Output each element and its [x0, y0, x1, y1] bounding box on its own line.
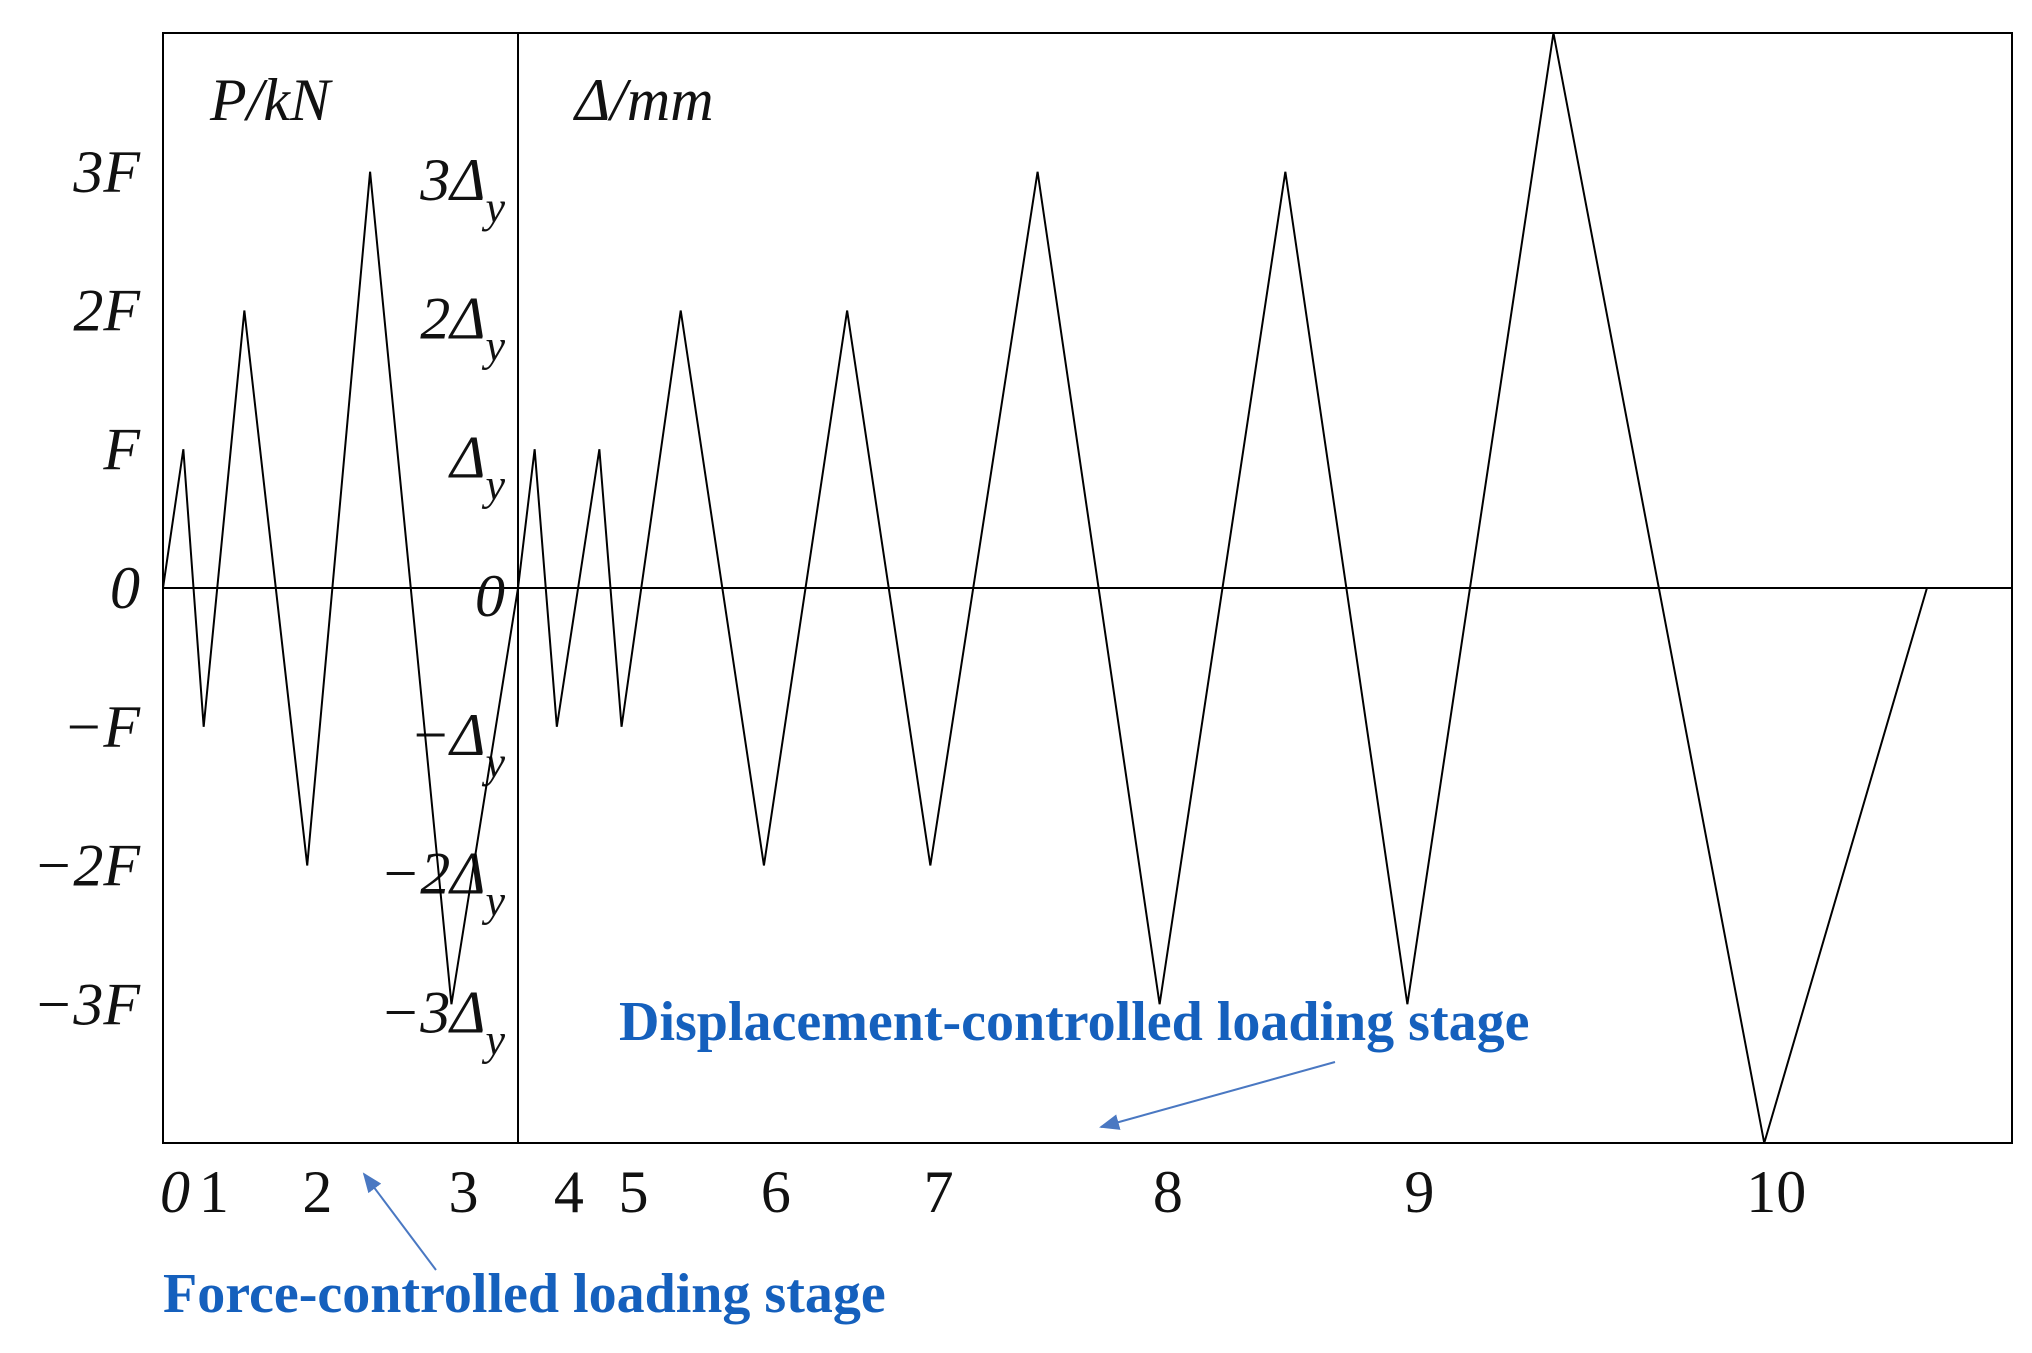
- x-tick-label: 5: [619, 1159, 649, 1225]
- y2-tick-main: 0: [475, 563, 505, 629]
- y2-tick-label: 3Δy: [419, 147, 505, 232]
- y2-tick-label: 2Δy: [420, 286, 505, 371]
- annotation: Force-controlled loading stage: [163, 1263, 886, 1325]
- y-tick-label: −3F: [33, 971, 141, 1037]
- y2-tick-main: −3Δ: [380, 979, 486, 1045]
- x-tick-label: 6: [761, 1159, 791, 1225]
- y2-tick-main: 3Δ: [419, 147, 485, 213]
- x-tick-label: 3: [448, 1159, 478, 1225]
- y2-tick-main: 2Δ: [420, 286, 485, 352]
- annotation: Displacement-controlled loading stage: [619, 991, 1529, 1053]
- y2-tick-sub: y: [481, 183, 505, 232]
- y2-tick-sub: y: [481, 460, 505, 509]
- x-tick-label: 7: [924, 1159, 954, 1225]
- x-tick-label: 10: [1746, 1159, 1806, 1225]
- x-tick-label: 4: [554, 1159, 584, 1225]
- x-tick-label: 9: [1404, 1159, 1434, 1225]
- y-tick-label: −2F: [33, 833, 141, 899]
- y2-tick-sub: y: [481, 322, 505, 371]
- x-tick-label: 8: [1153, 1159, 1183, 1225]
- y2-tick-label: 0: [475, 563, 505, 629]
- y-tick-label: 2F: [73, 278, 141, 344]
- series-line: [162, 32, 1928, 1144]
- y-tick-label: 3F: [72, 139, 141, 205]
- x-tick-label: 2: [302, 1159, 332, 1225]
- y2-tick-main: −Δ: [410, 702, 486, 768]
- y2-tick-label: Δy: [448, 424, 505, 509]
- annotation-arrow: [362, 1172, 437, 1271]
- y2-tick-label: −3Δy: [380, 979, 506, 1064]
- y-tick-label: −F: [63, 694, 141, 760]
- y2-tick-main: Δ: [448, 424, 485, 490]
- y-axis-label: P/kN: [209, 67, 333, 133]
- y2-axis-label: Δ/mm: [573, 67, 714, 133]
- x-tick-label: 0: [160, 1159, 190, 1225]
- y-tick-label: 0: [110, 555, 140, 621]
- x-tick-label: 1: [199, 1159, 229, 1225]
- y2-tick-sub: y: [481, 1015, 505, 1064]
- annotation-arrow: [1099, 1061, 1336, 1130]
- y-tick-label: F: [102, 416, 141, 482]
- y2-tick-sub: y: [481, 877, 505, 926]
